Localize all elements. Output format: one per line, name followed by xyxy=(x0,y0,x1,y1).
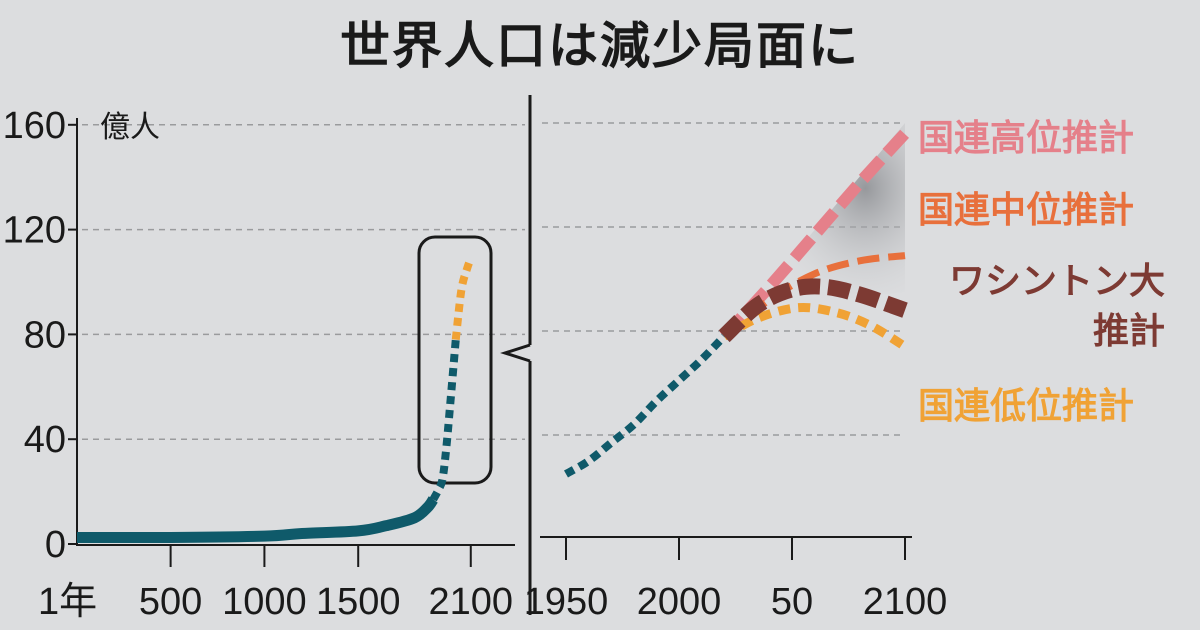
y-tick-label: 160 xyxy=(3,105,66,147)
series-line-low xyxy=(721,302,908,351)
y-tick-label: 40 xyxy=(24,419,66,461)
y-tick-label: 80 xyxy=(24,314,66,356)
legend-label-high: 国連高位推計 xyxy=(918,118,1134,159)
x-tick-label: 2100 xyxy=(863,581,948,623)
series-line-history xyxy=(429,339,460,502)
axis-break-marker xyxy=(500,343,531,363)
x-tick-label: 1000 xyxy=(222,581,307,623)
x-tick-label: 50 xyxy=(771,581,813,623)
x-tick-label: 500 xyxy=(139,581,202,623)
y-axis-unit: 億人 xyxy=(100,110,160,145)
legend-label-low: 国連低位推計 xyxy=(918,386,1134,427)
legend-label-medium: 国連中位推計 xyxy=(918,190,1134,231)
x-tick-label: 1950 xyxy=(524,581,609,623)
x-tick-label: 1年 xyxy=(38,581,97,623)
legend-label-washington: ワシントン大 xyxy=(949,261,1165,302)
chart-title: 世界人口は減少局面に xyxy=(340,17,860,75)
x-tick-label: 2000 xyxy=(637,581,722,623)
x-tick-label: 1500 xyxy=(316,581,401,623)
x-tick-label: 2100 xyxy=(428,581,513,623)
y-tick-label: 120 xyxy=(3,210,66,252)
series-line-washington xyxy=(718,278,908,343)
series-line-history xyxy=(76,496,438,544)
series-line-low xyxy=(451,257,475,341)
highlight-box xyxy=(417,235,493,485)
y-tick-label: 0 xyxy=(45,524,66,566)
series-line-history xyxy=(564,333,728,478)
legend-label-washington-2: 推計 xyxy=(1093,311,1165,352)
